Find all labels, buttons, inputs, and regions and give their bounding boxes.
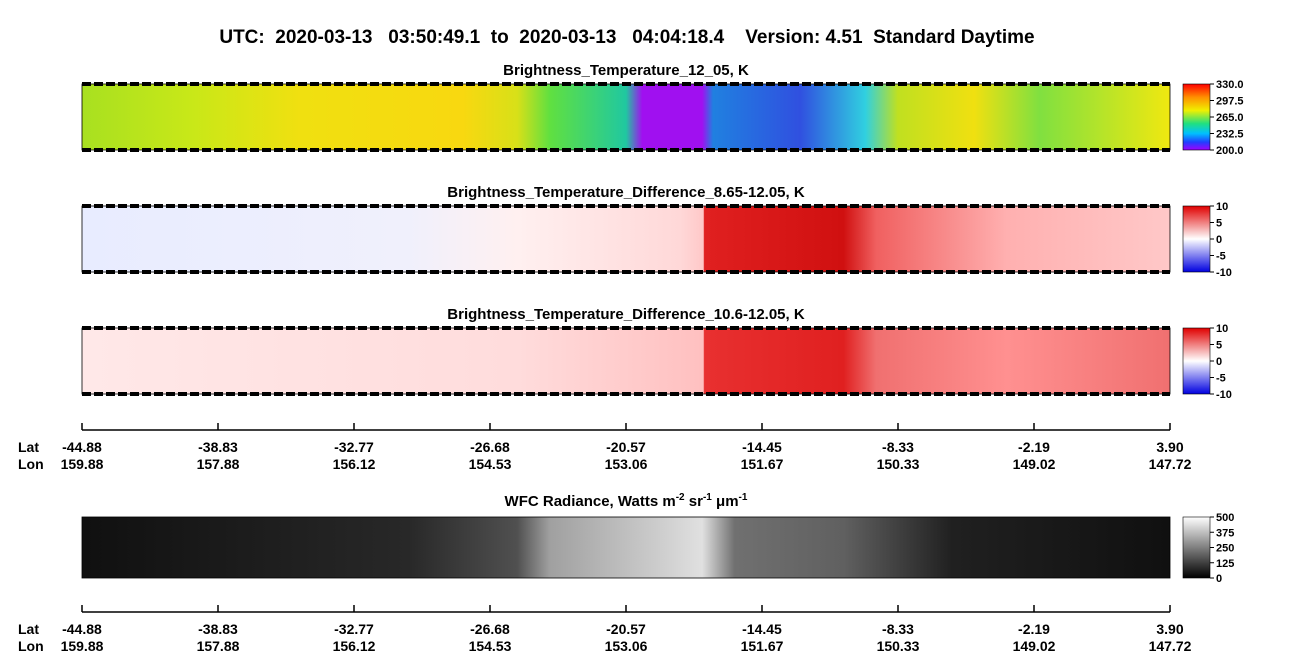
lat-tick-label: -20.57: [606, 621, 646, 637]
colorbar-label: 10: [1216, 201, 1228, 213]
colorbar-label: 375: [1216, 527, 1234, 539]
lon-tick-label: 150.33: [877, 456, 920, 472]
lat-tick-label: -32.77: [334, 439, 374, 455]
lon-label: Lon: [18, 638, 44, 654]
swath-image: [81, 516, 1171, 579]
colorbar-label: 330.0: [1216, 79, 1244, 91]
colorbar: [1182, 83, 1211, 151]
colorbar-label: 265.0: [1216, 112, 1244, 124]
colorbar-label: 0: [1216, 356, 1222, 368]
lon-tick-label: 154.53: [469, 456, 512, 472]
lat-tick-label: -44.88: [62, 439, 102, 455]
lon-tick-label: 159.88: [61, 638, 104, 654]
colorbar-label: 5: [1216, 218, 1222, 230]
colorbar-label: 0: [1216, 573, 1222, 585]
lon-tick-label: 151.67: [741, 638, 784, 654]
colorbar: [1182, 205, 1211, 273]
superscript: -2: [676, 492, 685, 503]
lat-tick-label: -26.68: [470, 621, 510, 637]
superscript: -1: [703, 492, 712, 503]
panel-title: Brightness_Temperature_Difference_10.6-1…: [447, 306, 805, 323]
lon-tick-label: 154.53: [469, 638, 512, 654]
lat-tick-label: -26.68: [470, 439, 510, 455]
swath-image: [81, 327, 1171, 395]
lat-tick-label: -32.77: [334, 621, 374, 637]
lon-tick-label: 157.88: [197, 456, 240, 472]
lat-tick-label: -8.33: [882, 439, 914, 455]
lat-tick-label: -14.45: [742, 439, 782, 455]
lat-tick-label: -14.45: [742, 621, 782, 637]
colorbar-label: 500: [1216, 512, 1234, 524]
colorbar: [1182, 516, 1211, 579]
lon-label: Lon: [18, 456, 44, 472]
lat-tick-label: -38.83: [198, 439, 238, 455]
swath-image: [81, 83, 1171, 151]
title-part: WFC Radiance, Watts m: [505, 493, 676, 510]
lon-tick-label: 159.88: [61, 456, 104, 472]
colorbar-label: 200.0: [1216, 145, 1244, 157]
colorbar-label: 5: [1216, 340, 1222, 352]
superscript: -1: [739, 492, 748, 503]
lat-tick-label: -44.88: [62, 621, 102, 637]
lon-tick-label: 157.88: [197, 638, 240, 654]
lon-tick-label: 156.12: [333, 456, 376, 472]
colorbar: [1182, 327, 1211, 395]
colorbar-label: 232.5: [1216, 129, 1244, 141]
lon-tick-label: 147.72: [1149, 638, 1192, 654]
lat-tick-label: 3.90: [1156, 621, 1183, 637]
colorbar-label: 0: [1216, 234, 1222, 246]
panel-title: Brightness_Temperature_12_05, K: [503, 62, 749, 79]
colorbar-label: 125: [1216, 558, 1234, 570]
lat-tick-label: -8.33: [882, 621, 914, 637]
lat-tick-label: -2.19: [1018, 439, 1050, 455]
panel-title: Brightness_Temperature_Difference_8.65-1…: [447, 184, 805, 201]
lon-tick-label: 153.06: [605, 638, 648, 654]
lon-tick-label: 153.06: [605, 456, 648, 472]
lat-tick-label: -38.83: [198, 621, 238, 637]
panel-title: WFC Radiance, Watts m-2 sr-1 μm-1: [505, 492, 748, 510]
lon-tick-label: 149.02: [1013, 638, 1056, 654]
lon-tick-label: 147.72: [1149, 456, 1192, 472]
page-title: UTC: 2020-03-13 03:50:49.1 to 2020-03-13…: [219, 27, 1034, 48]
lon-tick-label: 150.33: [877, 638, 920, 654]
colorbar-label: 297.5: [1216, 96, 1244, 108]
colorbar-label: -10: [1216, 389, 1232, 401]
swath-image: [81, 205, 1171, 273]
colorbar-label: 250: [1216, 543, 1234, 555]
lon-tick-label: 151.67: [741, 456, 784, 472]
title-part: μm: [712, 493, 739, 510]
lon-tick-label: 149.02: [1013, 456, 1056, 472]
lat-tick-label: -2.19: [1018, 621, 1050, 637]
colorbar-label: -10: [1216, 267, 1232, 279]
colorbar-label: -5: [1216, 373, 1226, 385]
colorbar-label: 10: [1216, 323, 1228, 335]
colorbar-label: -5: [1216, 251, 1226, 263]
lat-tick-label: 3.90: [1156, 439, 1183, 455]
title-part: sr: [685, 493, 704, 510]
lat-label: Lat: [18, 439, 39, 455]
lat-label: Lat: [18, 621, 39, 637]
lat-tick-label: -20.57: [606, 439, 646, 455]
lon-tick-label: 156.12: [333, 638, 376, 654]
